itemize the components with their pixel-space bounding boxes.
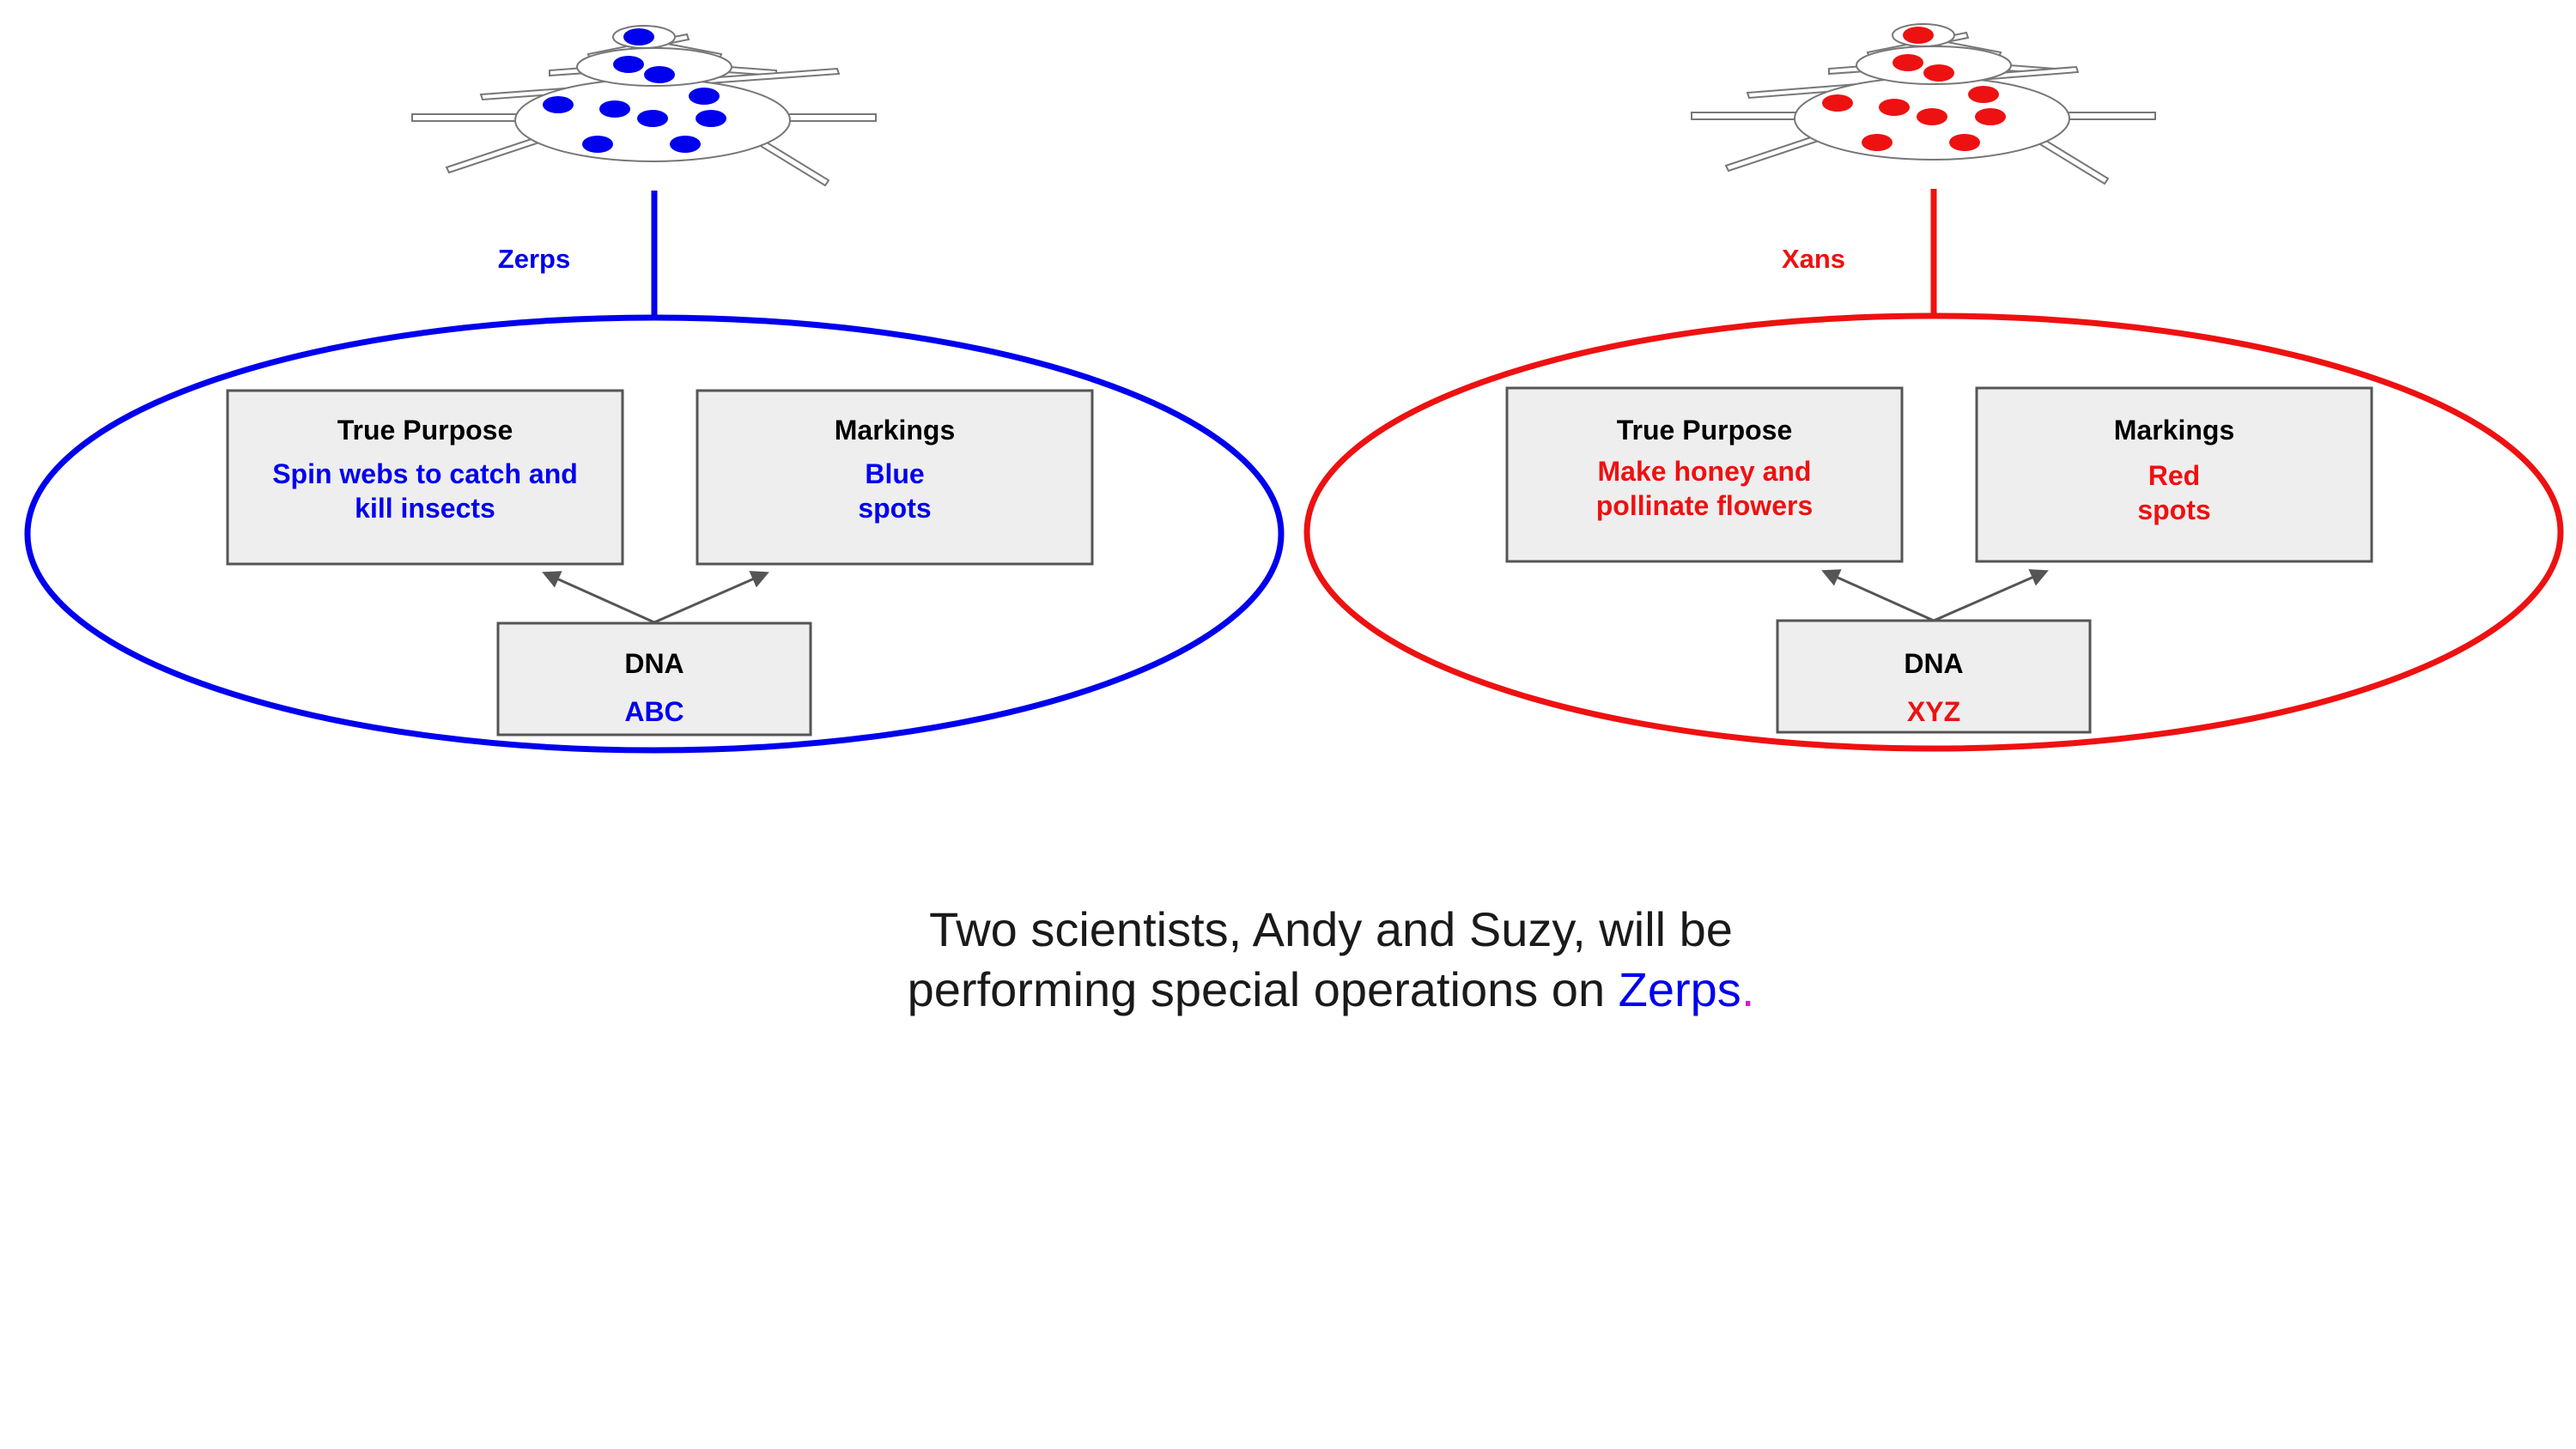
svg-text:spots: spots xyxy=(858,493,931,524)
caption: Two scientists, Andy and Suzy, will be p… xyxy=(773,900,1889,1020)
svg-text:pollinate flowers: pollinate flowers xyxy=(1596,490,1813,521)
caption-line-1: Two scientists, Andy and Suzy, will be xyxy=(929,902,1733,956)
zerps-label: Zerps xyxy=(498,244,570,274)
zerps-true-purpose-box: True Purpose Spin webs to catch and kill… xyxy=(226,389,624,566)
zerps-markings-box: Markings Blue spots xyxy=(696,389,1094,566)
svg-text:XYZ: XYZ xyxy=(1907,696,1960,727)
zerps-dna-box: DNA ABC xyxy=(496,621,812,737)
zerp-spots xyxy=(543,28,726,153)
svg-text:kill insects: kill insects xyxy=(355,493,495,524)
svg-text:True Purpose: True Purpose xyxy=(337,415,513,446)
xan-spots xyxy=(1822,27,2006,151)
svg-text:Markings: Markings xyxy=(2114,415,2234,446)
xans-group: Xans True Purpose Make honey and pollina… xyxy=(1303,23,2564,752)
caption-line-2: performing special operations on Zerps. xyxy=(773,960,1889,1020)
svg-text:Blue: Blue xyxy=(865,458,924,489)
caption-line-2-prefix: performing special operations on xyxy=(907,962,1619,1016)
xan-creature-icon xyxy=(1691,23,2156,185)
xans-markings-box: Markings Red spots xyxy=(1975,386,2373,563)
svg-text:Make honey and: Make honey and xyxy=(1598,456,1812,487)
xans-dna-to-purpose-arrow xyxy=(1821,569,1935,622)
zerp-creature-icon xyxy=(411,25,877,187)
xans-dna-to-markings-arrow xyxy=(1933,569,2049,622)
xans-dna-box: DNA XYZ xyxy=(1776,619,2092,734)
xans-true-purpose-box: True Purpose Make honey and pollinate fl… xyxy=(1505,386,1904,563)
svg-text:Red: Red xyxy=(2148,460,2200,491)
svg-text:Spin webs to catch and: Spin webs to catch and xyxy=(272,458,578,489)
caption-zerps-highlight: Zerps xyxy=(1618,962,1741,1016)
xans-label: Xans xyxy=(1782,244,1845,274)
svg-text:DNA: DNA xyxy=(1904,648,1963,679)
svg-text:ABC: ABC xyxy=(624,696,683,727)
svg-text:Markings: Markings xyxy=(835,415,955,446)
zerps-group: Zerps True Purpose Spin webs to catch an… xyxy=(24,25,1285,754)
svg-text:DNA: DNA xyxy=(624,648,683,679)
zerps-dna-to-markings-arrow xyxy=(653,571,769,624)
xans-boundary-ellipse xyxy=(1303,312,2564,752)
svg-text:spots: spots xyxy=(2137,494,2210,525)
svg-text:True Purpose: True Purpose xyxy=(1617,415,1793,446)
caption-period: . xyxy=(1741,962,1755,1016)
zerps-dna-to-purpose-arrow xyxy=(542,571,655,624)
zerps-boundary-ellipse xyxy=(24,314,1285,754)
